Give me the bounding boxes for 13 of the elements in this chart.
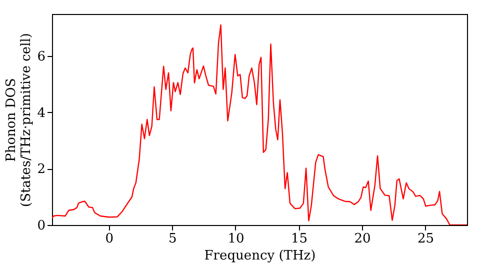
x-tick-label: 5 <box>168 232 177 246</box>
y-tick-label: 6 <box>37 50 46 65</box>
y-tick-label: 4 <box>37 106 46 121</box>
x-axis-title: Frequency (THz) <box>204 248 316 264</box>
x-tick-label: 20 <box>354 232 371 246</box>
y-axis-title: Phonon DOS (States/THz·primitive cell) <box>4 32 34 208</box>
y-tick-label: 2 <box>37 162 46 178</box>
x-tick-label: 0 <box>105 232 114 246</box>
x-tick-label: 10 <box>228 232 244 246</box>
y-tick-label: 0 <box>37 218 46 234</box>
line-series <box>52 24 467 225</box>
x-tick-label: 25 <box>417 232 434 246</box>
x-tick-label: 15 <box>290 232 308 246</box>
